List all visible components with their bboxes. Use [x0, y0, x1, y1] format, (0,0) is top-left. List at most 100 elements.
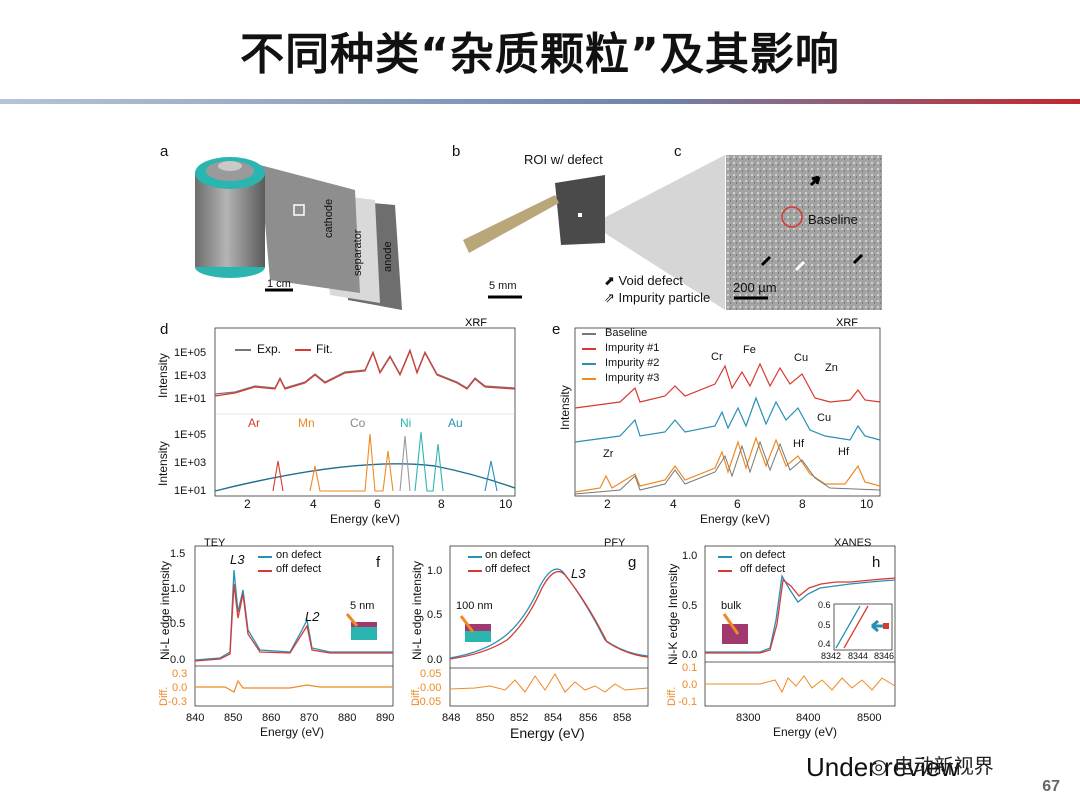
d-legend-co: Co	[350, 416, 366, 430]
xrf-fit-chart: XRF	[214, 317, 516, 497]
f-dtick-1: 0.3	[172, 668, 188, 680]
f-ytick-1: 1.5	[170, 548, 186, 560]
f-legend-on: on defect	[276, 549, 322, 561]
f-ytick-2: 1.0	[170, 583, 186, 595]
e-annot-hf2: Hf	[838, 446, 849, 458]
f-xtick-1: 840	[186, 712, 205, 724]
h-inset-xtick-1: 8342	[821, 651, 842, 661]
d-ytick-4: 1E+05	[174, 429, 207, 441]
f-peak-l3: L3	[230, 552, 245, 567]
h-depth: bulk	[721, 600, 742, 612]
h-legend-off: off defect	[740, 563, 786, 575]
page-number: 67	[1042, 778, 1060, 795]
h-inset-ytick-2: 0.5	[818, 620, 831, 630]
watermark: ◎ 电动新视界	[870, 754, 994, 778]
g-xtick-2: 850	[476, 712, 495, 724]
h-xtick-1: 8300	[736, 712, 761, 724]
panel-h-letter: h	[872, 554, 881, 571]
g-legend-off: off defect	[485, 563, 531, 575]
h-tag: XANES	[834, 537, 872, 549]
pfy-chart	[449, 545, 649, 707]
g-xtick-1: 848	[442, 712, 461, 724]
baseline-label: Baseline	[808, 212, 858, 227]
f-ylabel: Ni-L edge intensity	[158, 561, 172, 660]
f-xtick-5: 880	[338, 712, 357, 724]
panel-d-letter: d	[160, 321, 169, 338]
h-inset-xtick-3: 8346	[874, 651, 895, 661]
h-ytick-3: 0.0	[682, 649, 698, 661]
g-peak-l3: L3	[571, 566, 586, 581]
g-tag: PFY	[604, 537, 626, 549]
f-ytick-4: 0.0	[170, 654, 186, 666]
panel-c-letter: c	[674, 143, 682, 160]
d-ytick-2: 1E+03	[174, 370, 207, 382]
d-legend-fit: Fit.	[316, 342, 333, 356]
f-tag: TEY	[204, 537, 226, 549]
g-xtick-4: 854	[544, 712, 563, 724]
e-tag: XRF	[836, 317, 858, 329]
d-ytick-1: 1E+05	[174, 347, 207, 359]
title-divider	[0, 99, 1080, 104]
sem-image	[726, 155, 882, 310]
d-legend-mn: Mn	[298, 416, 315, 430]
h-dtick-3: -0.1	[678, 696, 697, 708]
e-annot-zr: Zr	[603, 448, 614, 460]
g-xlabel: Energy (eV)	[510, 725, 585, 741]
h-xlabel: Energy (eV)	[773, 725, 838, 739]
h-dtick-2: 0.0	[682, 679, 698, 691]
footer-under-review: Under review	[806, 752, 960, 782]
panel-b-letter: b	[452, 143, 461, 160]
e-legend-impurity2: Impurity #2	[605, 357, 660, 369]
panel-e-letter: e	[552, 321, 561, 338]
g-legend-on: on defect	[485, 549, 531, 561]
h-inset-ytick-1: 0.6	[818, 600, 831, 610]
e-annot-fe: Fe	[743, 344, 756, 356]
panel-g-letter: g	[628, 554, 637, 571]
panel-f-letter: f	[376, 554, 381, 571]
d-tag: XRF	[465, 317, 487, 329]
d-xtick-3: 6	[374, 497, 381, 511]
g-xtick-5: 856	[579, 712, 598, 724]
e-xtick-5: 10	[860, 497, 874, 511]
f-dtick-3: -0.3	[168, 696, 187, 708]
g-depth: 100 nm	[456, 600, 493, 612]
xanes-chart	[704, 545, 896, 707]
e-xtick-1: 2	[604, 497, 611, 511]
d-xtick-2: 4	[310, 497, 317, 511]
f-xlabel: Energy (eV)	[260, 725, 325, 739]
h-inset-ytick-3: 0.4	[818, 639, 831, 649]
panel-a-scale: 1 cm	[267, 278, 291, 290]
xrf-impurity-chart: XRF	[574, 317, 881, 497]
battery-illustration	[195, 157, 402, 310]
e-ylabel: Intensity	[558, 385, 572, 430]
e-annot-cu: Cu	[794, 352, 809, 364]
e-annot-zn: Zn	[825, 362, 838, 374]
d-ylabel-top: Intensity	[156, 353, 170, 398]
h-inset-xtick-2: 8344	[848, 651, 869, 661]
f-ytick-3: 0.5	[170, 618, 186, 630]
h-dtick-1: 0.1	[682, 662, 698, 674]
e-annot-cr: Cr	[711, 351, 723, 363]
d-xlabel: Energy (keV)	[330, 512, 401, 526]
e-legend-impurity1: Impurity #1	[605, 342, 660, 354]
e-xtick-2: 4	[670, 497, 677, 511]
slide-title: 不同种类“杂质颗粒”及其影响	[240, 29, 840, 80]
h-legend-on: on defect	[740, 549, 786, 561]
legend-impurity-particle: ⇗ Impurity particle	[604, 290, 711, 305]
h-xtick-3: 8500	[857, 712, 882, 724]
h-ylabel: Ni-K edge Intensity	[666, 563, 680, 665]
e-annot-cu2: Cu	[817, 412, 832, 424]
g-ytick-3: 0.0	[427, 654, 443, 666]
e-xlabel: Energy (keV)	[700, 512, 771, 526]
d-ytick-3: 1E+01	[174, 393, 207, 405]
g-ytick-1: 1.0	[427, 565, 443, 577]
g-dtick-3: -0.05	[416, 696, 442, 708]
h-ytick-2: 0.5	[682, 600, 698, 612]
e-legend-impurity3: Impurity #3	[605, 372, 660, 384]
panel-b-caption: ROI w/ defect	[524, 152, 603, 167]
g-xtick-3: 852	[510, 712, 529, 724]
d-xtick-1: 2	[244, 497, 251, 511]
panel-c-scale: 200 µm	[733, 280, 777, 295]
f-dtick-2: 0.0	[172, 682, 188, 694]
g-ylabel: Ni-L edge intensity	[410, 561, 424, 660]
